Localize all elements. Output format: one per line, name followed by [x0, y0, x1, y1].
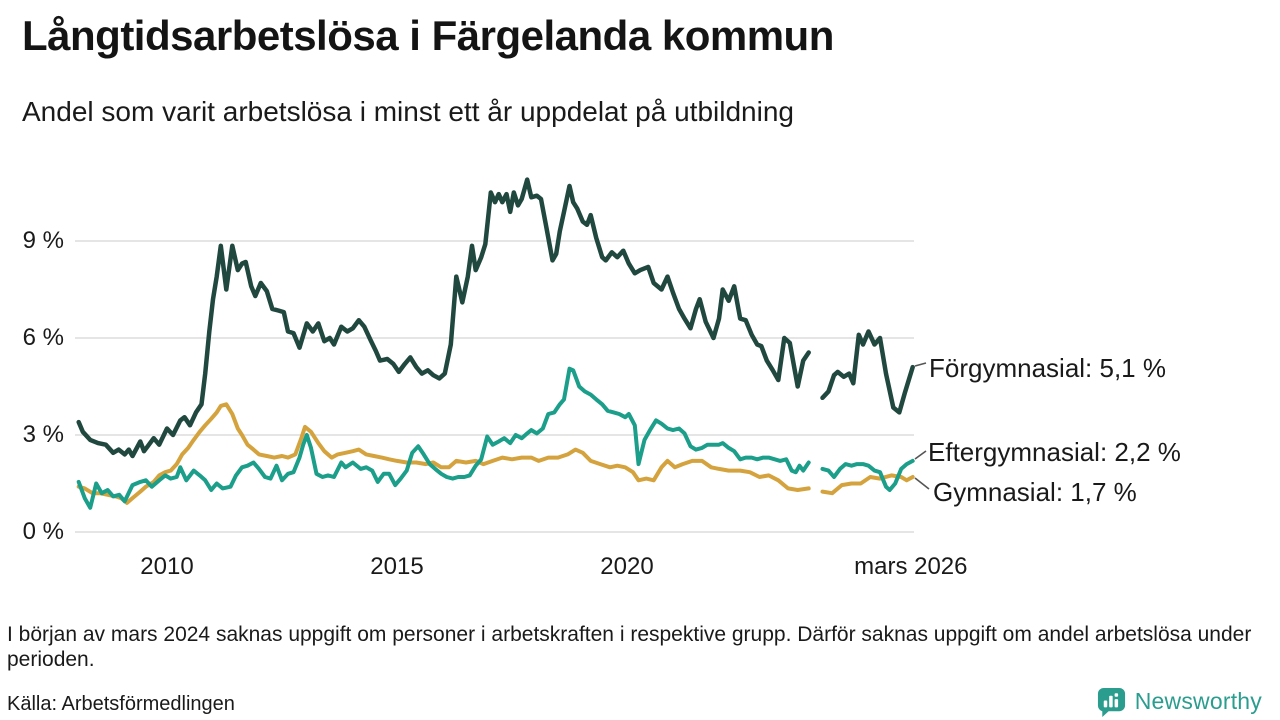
series-line-gymnasial: [76, 402, 811, 505]
newsworthy-logo: Newsworthy: [1096, 686, 1262, 717]
x-tick-label: 2015: [370, 553, 424, 580]
y-tick-label: 6 %: [22, 324, 64, 351]
y-tick-label: 3 %: [22, 421, 64, 448]
series-end-label-eftergymnasial: Eftergymnasial: 2,2 %: [928, 437, 1181, 467]
source-attribution: Källa: Arbetsförmedlingen: [7, 693, 235, 715]
label-leader-line: [914, 450, 927, 460]
x-tick-label: 2010: [140, 553, 194, 580]
series-end-label-forgymnasial: Förgymnasial: 5,1 %: [929, 353, 1166, 383]
page-title: Långtidsarbetslösa i Färgelanda kommun: [22, 12, 834, 59]
series-line-förgymnasial: [820, 329, 915, 415]
series-line-eftergymnasial: [820, 458, 915, 492]
label-leader-line: [914, 477, 930, 490]
series-line-eftergymnasial: [76, 366, 811, 510]
series-line-gymnasial: [820, 473, 915, 496]
series-line-förgymnasial: [76, 177, 811, 459]
bar-chart-bubble-icon: [1097, 687, 1125, 717]
label-leader-line: [914, 362, 927, 367]
y-tick-label: 9 %: [22, 227, 64, 254]
x-tick-label: mars 2026: [854, 553, 968, 580]
y-tick-label: 0 %: [22, 518, 64, 545]
logo-text: Newsworthy: [1134, 688, 1262, 714]
chart-footnote: I början av mars 2024 saknas uppgift om …: [7, 623, 1252, 671]
series-end-label-gymnasial: Gymnasial: 1,7 %: [933, 477, 1137, 507]
page-subtitle: Andel som varit arbetslösa i minst ett å…: [22, 96, 794, 127]
x-tick-label: 2020: [600, 553, 654, 580]
